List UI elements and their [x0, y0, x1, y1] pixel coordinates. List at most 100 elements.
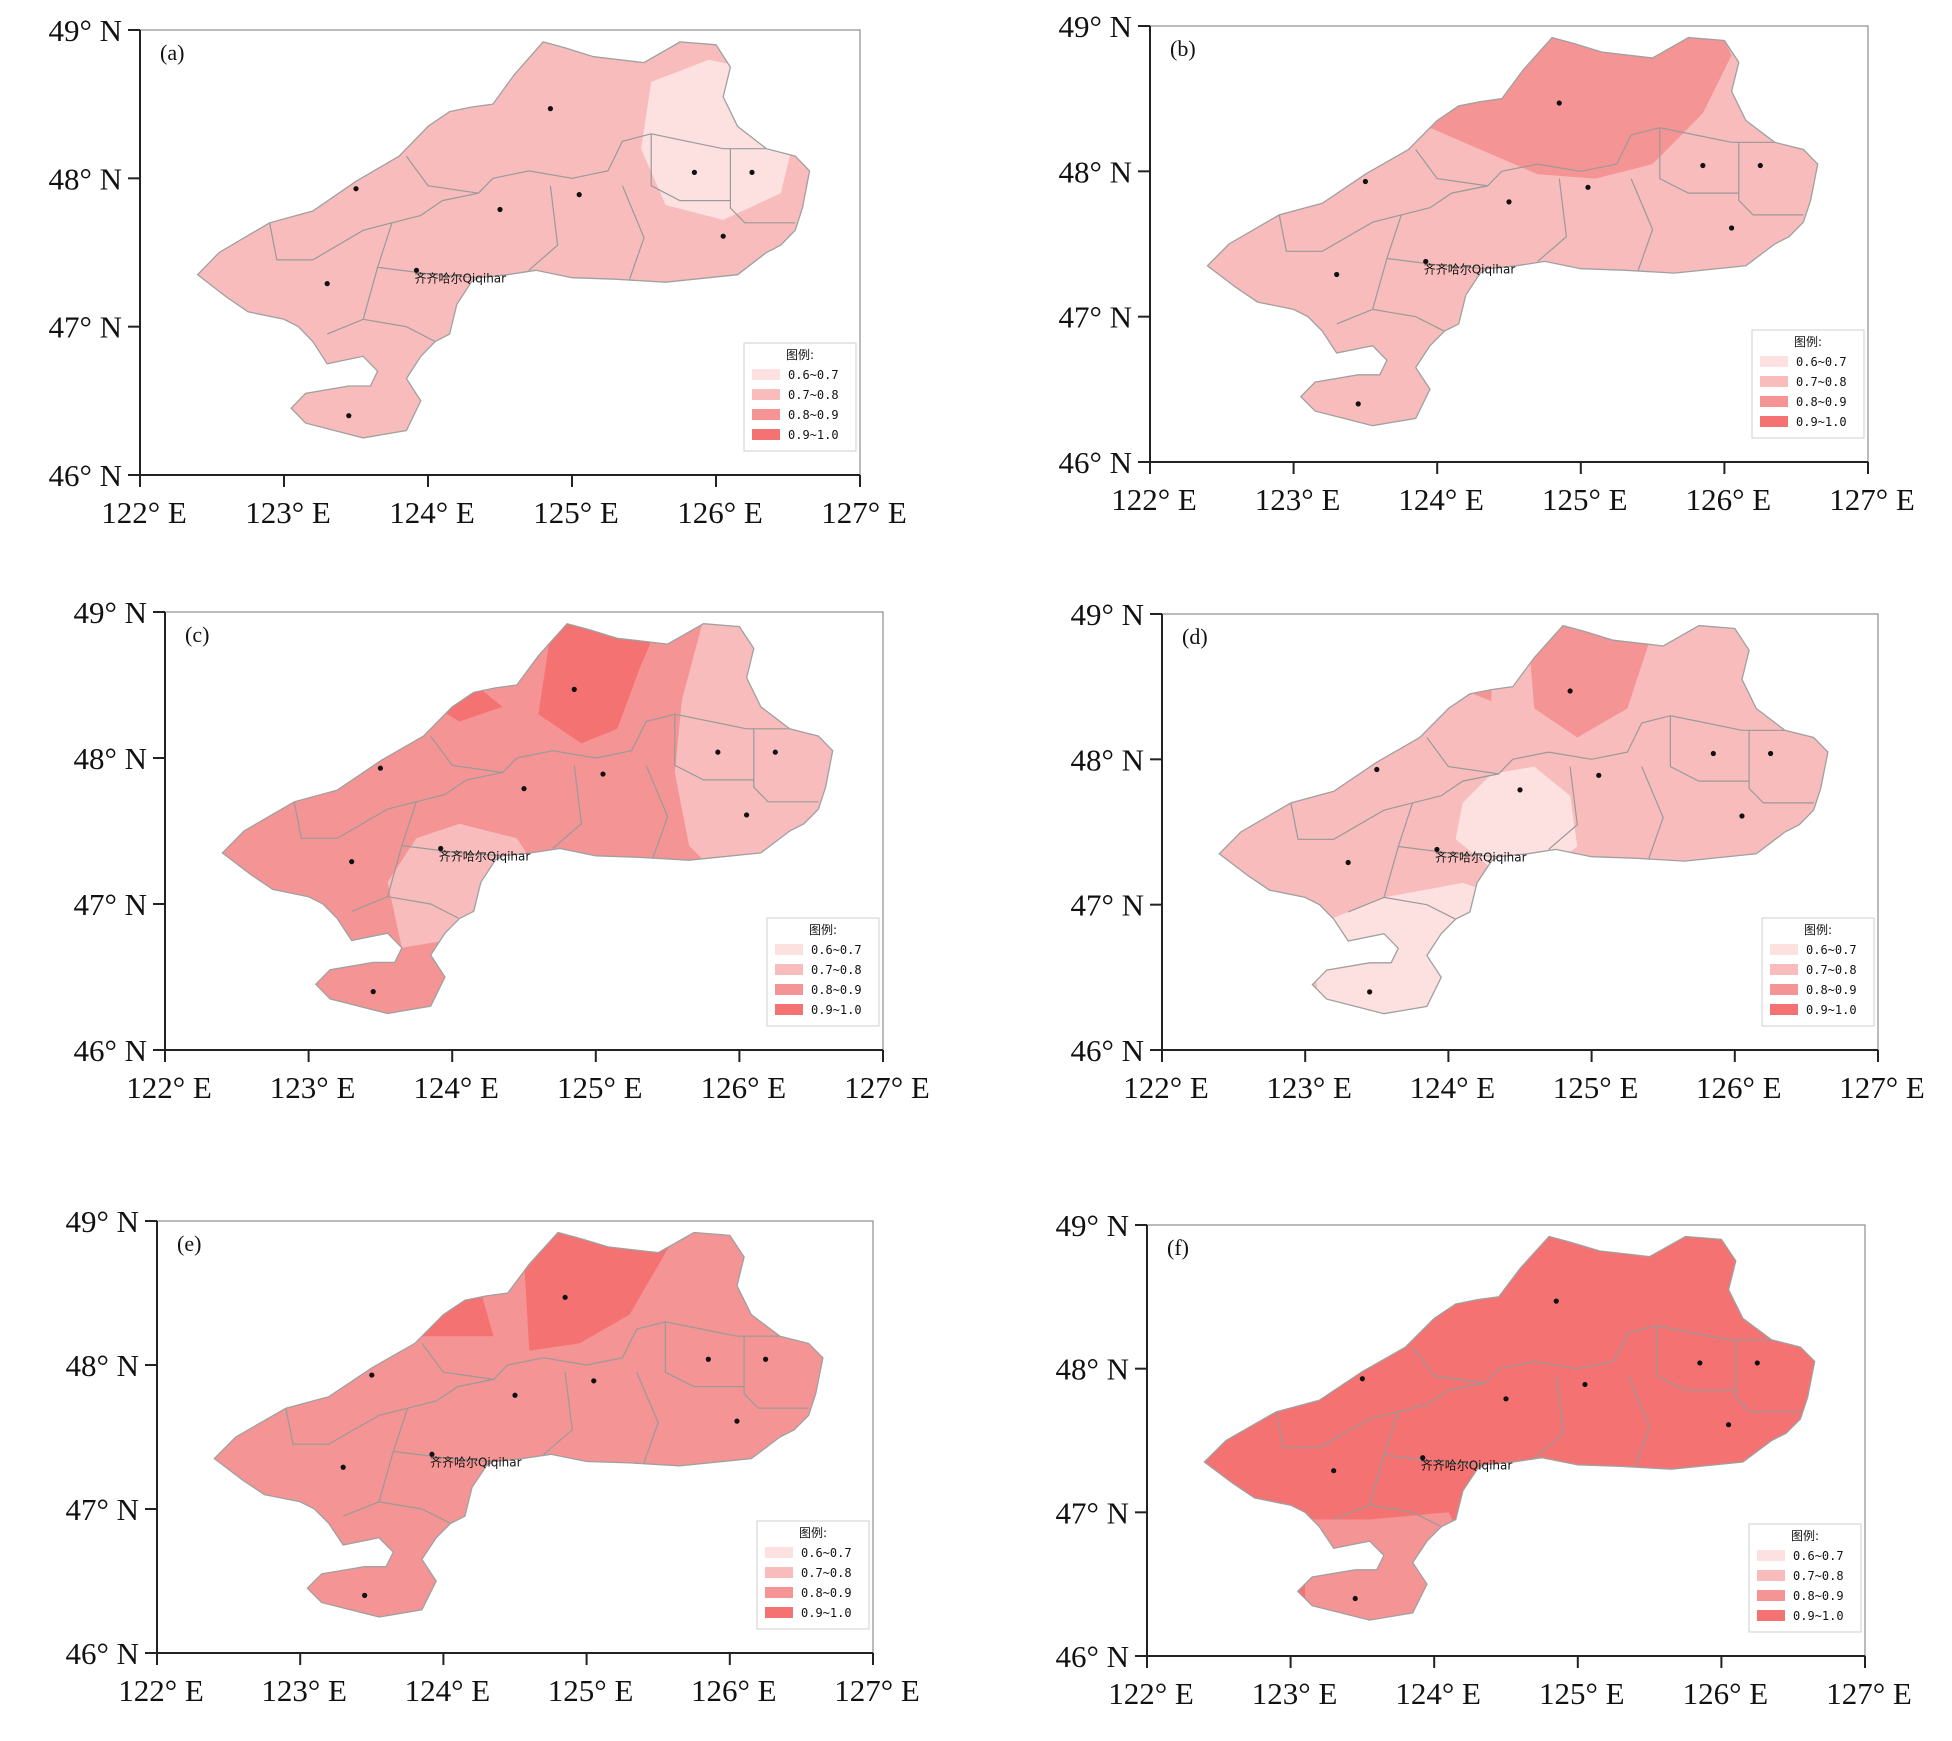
county-border [1498, 1325, 1657, 1370]
lon-tick-label: 124° E [389, 495, 475, 530]
legend-label: 0.9~1.0 [811, 1003, 862, 1017]
county-border [407, 1364, 509, 1409]
legend-swatch [1760, 376, 1788, 387]
lon-tick-label: 125° E [1539, 1676, 1625, 1711]
station-dot [1374, 766, 1380, 773]
county-border [363, 318, 436, 343]
station-dot [1725, 1422, 1732, 1428]
county-border [1534, 1375, 1565, 1459]
legend-title: 图例: [1794, 335, 1822, 349]
region-outline [213, 1231, 824, 1618]
region-outline [1203, 1235, 1816, 1621]
station-dot [340, 1464, 346, 1470]
station-dot [1567, 688, 1573, 694]
city-label: 齐齐哈尔Qiqihar [439, 849, 531, 864]
lat-tick-label: 49° N [1055, 1208, 1129, 1243]
panel-label: (e) [177, 1231, 201, 1256]
map-panel: 齐齐哈尔Qiqihar (c) 46° N 47° N 48° N 49° N 122° E… [73, 595, 929, 1105]
station-dot [1754, 1360, 1760, 1366]
station-dot [1334, 271, 1340, 278]
county-border [1548, 766, 1578, 850]
lat-tick-label: 49° N [73, 595, 147, 630]
lat-tick-label: 48° N [1070, 742, 1144, 777]
legend-label: 0.9~1.0 [1793, 1609, 1844, 1623]
county-border [1537, 178, 1568, 262]
lon-tick-label: 122° E [101, 495, 187, 530]
map-panel: 齐齐哈尔Qiqihar (f) 46° N 47° N 48° N 49° N 122° E… [1055, 1208, 1911, 1711]
station-dot [1585, 184, 1591, 190]
value-zone [1312, 882, 1506, 1014]
county-border [285, 1407, 408, 1445]
county-border [1656, 1325, 1772, 1341]
station-dot [571, 686, 577, 692]
city-label: 齐齐哈尔Qiqihar [430, 1454, 522, 1469]
county-border [393, 1450, 494, 1463]
lon-tick-label: 122° E [118, 1673, 204, 1708]
station-dot [324, 281, 330, 287]
region-base-fill [214, 1232, 823, 1617]
county-border [1426, 737, 1499, 775]
legend-title: 图例: [799, 1526, 827, 1540]
county-border [351, 801, 417, 912]
station-dot [562, 1294, 568, 1300]
station-dot [1331, 1468, 1337, 1474]
legend-swatch [1770, 1004, 1798, 1015]
county-border [391, 177, 494, 224]
county-border [1290, 802, 1413, 840]
lat-tick-label: 48° N [1055, 1352, 1129, 1387]
legend-label: 0.8~0.9 [1793, 1589, 1844, 1603]
county-border [1630, 178, 1654, 271]
lat-tick-label: 46° N [1070, 1033, 1144, 1068]
station-dot [1352, 1595, 1358, 1602]
lon-tick-label: 126° E [1686, 482, 1772, 517]
lon-tick-label: 125° E [548, 1673, 634, 1708]
lon-tick-label: 125° E [557, 1070, 643, 1105]
legend-title: 图例: [1791, 1529, 1819, 1543]
station-dot [576, 192, 582, 198]
lon-tick-label: 126° E [1683, 1676, 1769, 1711]
lat-tick-label: 46° N [1058, 445, 1132, 480]
station-dot [1728, 225, 1735, 231]
value-zone [674, 623, 833, 875]
legend: 图例: 0.6~0.7 0.7~0.8 0.8~0.9 0.9~1.0 [1748, 1523, 1862, 1633]
county-border [1372, 308, 1445, 332]
region-outline [1218, 624, 1829, 1015]
county-border [621, 185, 645, 280]
lon-tick-label: 124° E [1410, 1070, 1496, 1105]
lon-tick-label: 126° E [677, 495, 763, 530]
county-border [665, 1321, 780, 1337]
county-border [1401, 170, 1503, 216]
county-border [664, 1321, 745, 1388]
panel-label: (c) [185, 622, 209, 647]
county-border [1398, 845, 1499, 858]
value-zone [1455, 766, 1578, 869]
county-border [543, 1372, 573, 1455]
station-dot [734, 1418, 740, 1424]
county-border [293, 801, 417, 839]
lon-tick-label: 126° E [1696, 1070, 1782, 1105]
legend: 图例: 0.6~0.7 0.7~0.8 0.8~0.9 0.9~1.0 [766, 917, 880, 1027]
legend-swatch [765, 1607, 793, 1618]
legend-label: 0.6~0.7 [1796, 355, 1847, 369]
county-border [1656, 1325, 1736, 1391]
map-panel: 齐齐哈尔Qiqihar (a) 46° N 47° N 48° N 49° N 122° E… [48, 13, 906, 530]
lon-tick-label: 127° E [844, 1070, 930, 1105]
lon-tick-label: 125° E [533, 495, 619, 530]
city-label: 齐齐哈尔Qiqihar [1435, 849, 1527, 864]
city-label: 齐齐哈尔Qiqihar [1421, 1458, 1513, 1473]
county-border [1735, 1339, 1801, 1413]
legend-swatch [1757, 1590, 1785, 1601]
legend-label: 0.8~0.9 [811, 983, 862, 997]
legend-swatch [1760, 356, 1788, 367]
lat-tick-label: 46° N [48, 458, 122, 493]
legend-label: 0.8~0.9 [788, 408, 839, 422]
value-zone [641, 59, 796, 220]
lat-tick-label: 47° N [1055, 1495, 1129, 1530]
station-dot [438, 845, 444, 852]
station-dot [349, 859, 355, 865]
station-dot [429, 1451, 435, 1457]
legend-label: 0.6~0.7 [801, 1546, 852, 1560]
county-border [1738, 142, 1804, 216]
legend-swatch [1757, 1550, 1785, 1561]
